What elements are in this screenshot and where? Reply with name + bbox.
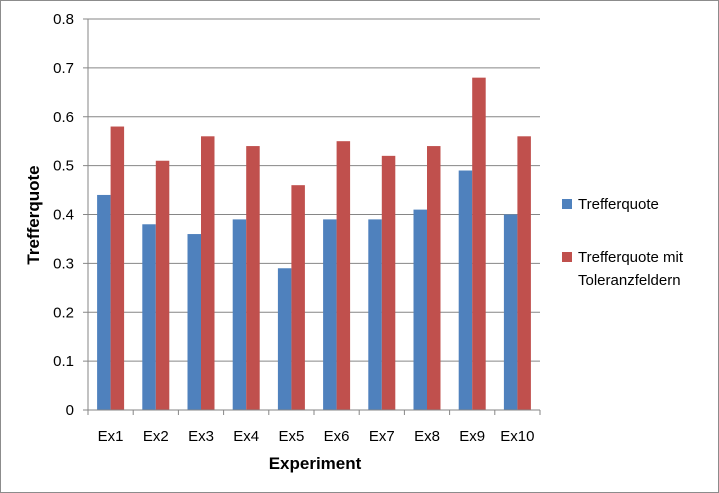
bar-trefferquote [503,214,518,410]
bar-trefferquote [187,234,201,410]
legend-label: Toleranzfeldern [578,272,681,289]
y-tick-label: 0.5 [53,158,74,175]
bar-trefferquote-toleranz [201,136,215,411]
bar-trefferquote-toleranz [427,146,441,410]
y-tick-label: 0.4 [53,207,74,224]
bars [97,77,531,411]
bar-trefferquote [232,219,247,410]
legend-swatch [562,199,572,209]
bar-trefferquote-toleranz [517,136,531,411]
y-tick-labels: 0 0.1 0.2 0.3 0.4 0.5 0.6 0.7 0.8 [53,11,74,419]
legend: Trefferquote Trefferquote mit Toleranzfeld… [562,196,684,289]
x-tick-labels: Ex1 Ex2 Ex3 Ex4 Ex5 Ex6 Ex7 Ex8 Ex9 Ex10 [98,428,535,445]
x-tick-label: Ex3 [188,428,214,445]
y-tick-label: 0.1 [53,353,74,370]
legend-label: Trefferquote [578,196,659,213]
x-tick-label: Ex7 [369,428,395,445]
bar-trefferquote-toleranz [246,146,260,410]
x-tick-label: Ex1 [98,428,124,445]
y-tick-label: 0.8 [53,11,74,28]
bar-trefferquote [142,224,156,410]
x-axis-title: Experiment [269,454,362,473]
x-tick-label: Ex9 [459,428,485,445]
bar-trefferquote-toleranz [110,126,125,411]
x-tick-label: Ex4 [233,428,259,445]
y-tick-label: 0.7 [53,60,74,77]
y-tick-label: 0 [66,402,74,419]
bar-trefferquote-toleranz [472,77,486,411]
legend-swatch [562,252,572,262]
bar-trefferquote [368,219,382,410]
y-tick-label: 0.3 [53,255,74,272]
x-tick-label: Ex6 [324,428,350,445]
x-tick-label: Ex10 [500,428,534,445]
bar-trefferquote [97,194,111,410]
x-tick-label: Ex2 [143,428,169,445]
bar-trefferquote-toleranz [336,141,351,410]
bar-trefferquote [413,209,427,410]
bar-trefferquote [458,170,473,410]
legend-label: Trefferquote mit [578,249,684,266]
bar-trefferquote-toleranz [155,160,170,410]
x-tick-label: Ex5 [278,428,304,445]
bar-trefferquote-toleranz [381,155,396,410]
y-tick-label: 0.2 [53,304,74,321]
bar-trefferquote [277,268,292,410]
x-tick-label: Ex8 [414,428,440,445]
axes [83,18,541,415]
bar-trefferquote-toleranz [291,185,305,410]
y-axis-title: Trefferquote [24,165,43,264]
y-tick-label: 0.6 [53,109,74,126]
bar-trefferquote [323,219,337,410]
